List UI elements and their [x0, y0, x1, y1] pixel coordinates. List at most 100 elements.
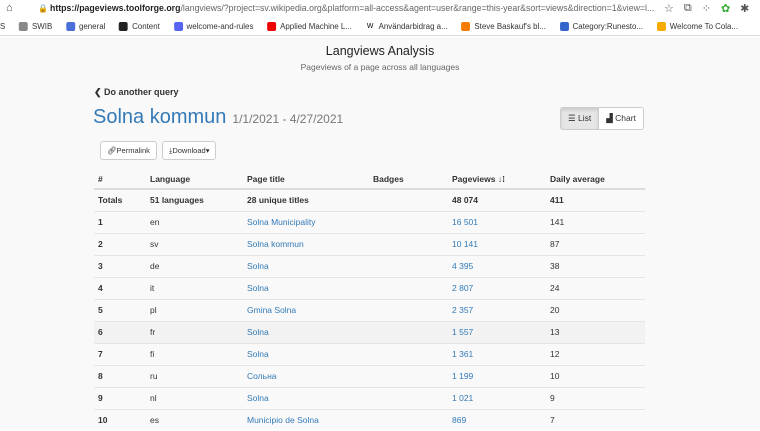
star-icon[interactable]: ☆ — [664, 2, 674, 15]
row-pageviews-cell: 1 361 — [448, 342, 546, 365]
chevron-left-icon: ❮ — [94, 87, 105, 97]
col-number[interactable]: # — [94, 169, 146, 190]
row-number: 9 — [94, 386, 146, 409]
back-link-label: Do another query — [104, 87, 179, 97]
grid-extension-icon[interactable]: ⁘ — [701, 2, 711, 15]
do-another-query-link[interactable]: ❮ Do another query — [94, 87, 179, 98]
row-number: 7 — [94, 342, 146, 365]
row-page-title[interactable]: Сольна — [247, 371, 277, 381]
url-path: /langviews/?project=sv.wikipedia.org&pla… — [180, 2, 655, 14]
row-page-title-cell: Solna kommun — [243, 232, 369, 255]
totals-row: Totals 51 languages 28 unique titles 48 … — [94, 188, 645, 211]
row-pageviews[interactable]: 1 361 — [452, 349, 474, 359]
table-row: 5 pl Gmina Solna 2 357 20 — [94, 298, 645, 321]
list-view-button[interactable]: ☰ List — [561, 108, 600, 129]
table-row: 8 ru Сольна 1 199 10 — [94, 364, 645, 387]
row-pageviews[interactable]: 4 395 — [452, 261, 474, 271]
bookmark-item[interactable]: Steve Baskauf's bl... — [461, 22, 546, 31]
green-extension-icon[interactable]: ✿ — [720, 2, 731, 15]
row-language: de — [146, 254, 243, 277]
row-page-title-cell: Solna Municipality — [243, 210, 369, 233]
url-text[interactable]: https://pageviews.toolforge.org/langview… — [50, 3, 654, 14]
row-page-title[interactable]: Solna Municipality — [247, 217, 316, 227]
row-language: nl — [146, 386, 243, 409]
row-number: 6 — [94, 320, 146, 343]
row-pageviews-cell: 16 501 — [448, 210, 546, 233]
chart-view-button[interactable]: ▟ Chart — [599, 108, 643, 129]
table-row: 2 sv Solna kommun 10 141 87 — [94, 232, 645, 255]
row-page-title-cell: Solna — [243, 320, 369, 343]
bookmark-item[interactable]: Content — [119, 22, 160, 31]
bar-chart-icon: ▟ — [606, 113, 616, 123]
row-pageviews[interactable]: 16 501 — [452, 217, 478, 227]
row-language: fr — [146, 320, 243, 343]
db-icon — [119, 22, 129, 31]
chart-label: Chart — [615, 113, 636, 123]
col-daily-average[interactable]: Daily average — [546, 169, 645, 190]
totals-languages: 51 languages — [146, 188, 243, 211]
bookmark-label: Welcome To Cola... — [669, 22, 739, 31]
row-page-title[interactable]: Solna kommun — [247, 239, 304, 249]
bookmark-item[interactable]: SWIB — [19, 22, 52, 31]
bookmark-item[interactable]: Category:Runesto... — [559, 22, 643, 31]
permalink-button[interactable]: 🔗︎ Permalink — [100, 141, 157, 160]
row-daily-average: 9 — [546, 386, 645, 409]
totals-titles: 28 unique titles — [243, 188, 369, 211]
row-page-title[interactable]: Solna — [247, 283, 269, 293]
row-pageviews-cell: 2 807 — [448, 276, 546, 299]
col-language[interactable]: Language — [146, 169, 243, 190]
row-pageviews[interactable]: 869 — [452, 415, 467, 426]
col-badges[interactable]: Badges — [369, 169, 448, 190]
translate-extension-icon[interactable]: ⧉ — [683, 1, 692, 14]
bookmark-label: Steve Baskauf's bl... — [474, 22, 546, 31]
row-pageviews-cell: 1 021 — [448, 386, 546, 409]
row-pageviews-cell: 10 141 — [448, 232, 546, 255]
totals-label: Totals — [94, 188, 146, 211]
row-page-title[interactable]: Gmina Solna — [247, 305, 297, 315]
bookmark-item[interactable]: Applied Machine L... — [267, 22, 352, 31]
list-icon: ☰ — [568, 113, 578, 123]
row-language: sv — [146, 232, 243, 255]
row-page-title[interactable]: Municipio de Solna — [247, 415, 319, 426]
row-page-title[interactable]: Solna — [247, 349, 269, 359]
row-number: 2 — [94, 232, 146, 255]
row-language: es — [146, 408, 243, 431]
row-daily-average: 87 — [546, 232, 645, 255]
browser-toolbar: ⌂ 🔒 https://pageviews.toolforge.org/lang… — [0, 0, 760, 16]
folder-icon — [19, 22, 29, 31]
row-pageviews[interactable]: 1 021 — [452, 393, 474, 403]
row-page-title[interactable]: Solna — [247, 393, 269, 403]
row-pageviews[interactable]: 10 141 — [452, 239, 478, 249]
bookmark-item[interactable]: S — [0, 22, 5, 31]
row-page-title[interactable]: Solna — [247, 327, 269, 337]
bookmark-item[interactable]: general — [66, 22, 105, 31]
address-bar[interactable]: ⌂ 🔒 https://pageviews.toolforge.org/lang… — [6, 2, 658, 14]
col-page-title[interactable]: Page title — [243, 169, 369, 190]
table-row: 7 fi Solna 1 361 12 — [94, 342, 645, 365]
row-pageviews[interactable]: 2 357 — [452, 305, 474, 315]
bookmark-item[interactable]: W Användarbidrag a... — [365, 22, 448, 31]
row-daily-average: 38 — [546, 254, 645, 277]
row-daily-average: 20 — [546, 298, 645, 321]
row-badges — [369, 342, 448, 365]
row-pageviews[interactable]: 1 557 — [452, 327, 474, 337]
row-pageviews-cell: 1 199 — [448, 364, 546, 387]
col-pageviews[interactable]: Pageviews ↓⁞ — [448, 169, 546, 190]
bookmark-label: Content — [132, 22, 160, 31]
puzzle-icon[interactable]: ✱ — [740, 2, 750, 15]
row-pageviews[interactable]: 1 199 — [452, 371, 474, 381]
bookmark-item[interactable]: Welcome To Cola... — [656, 22, 739, 31]
row-page-title-cell: Solna — [243, 386, 369, 409]
download-button[interactable]: ⤓ Download ▾ — [162, 141, 217, 160]
bookmark-item[interactable]: welcome-and-rules — [173, 22, 254, 31]
row-badges — [369, 298, 448, 321]
download-icon: ⤓ — [169, 145, 173, 155]
row-page-title[interactable]: Solna — [247, 261, 269, 271]
row-pageviews[interactable]: 2 807 — [452, 283, 474, 293]
row-pageviews-cell: 869 — [448, 408, 546, 431]
blogger-icon — [461, 22, 471, 31]
main-page: Langviews Analysis Pageviews of a page a… — [0, 37, 760, 431]
row-badges — [369, 320, 448, 343]
home-icon[interactable]: ⌂ — [6, 2, 13, 14]
bookmark-label: welcome-and-rules — [186, 22, 254, 31]
